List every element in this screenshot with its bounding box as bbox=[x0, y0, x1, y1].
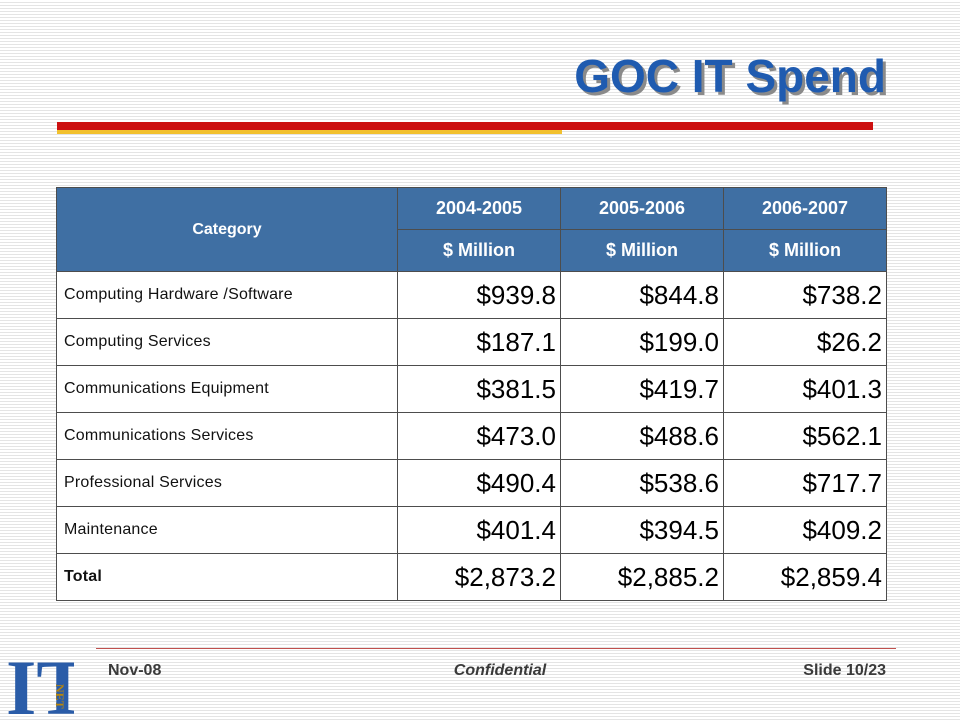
row-category: Communications Services bbox=[56, 412, 398, 460]
row-value: $26.2 bbox=[723, 318, 887, 366]
table-row: Computing Hardware /Software $939.8 $844… bbox=[56, 271, 887, 319]
table-row: Computing Services $187.1 $199.0 $26.2 bbox=[56, 318, 887, 366]
year-header: 2005-2006 bbox=[560, 187, 724, 230]
row-value: $187.1 bbox=[397, 318, 561, 366]
row-value: $939.8 bbox=[397, 271, 561, 319]
row-value: $419.7 bbox=[560, 365, 724, 413]
row-value: $381.5 bbox=[397, 365, 561, 413]
row-value: $538.6 bbox=[560, 459, 724, 507]
table-unit-row: $ Million $ Million $ Million bbox=[57, 229, 887, 272]
row-value: $844.8 bbox=[560, 271, 724, 319]
title-rule-red bbox=[57, 122, 873, 130]
row-category: Total bbox=[56, 553, 398, 601]
table-row-total: Total $2,873.2 $2,885.2 $2,859.4 bbox=[56, 553, 887, 601]
table-row: Communications Services $473.0 $488.6 $5… bbox=[56, 412, 887, 460]
row-value: $490.4 bbox=[397, 459, 561, 507]
row-value: $409.2 bbox=[723, 506, 887, 554]
row-value: $2,873.2 bbox=[397, 553, 561, 601]
itnet-logo: IT NET bbox=[6, 644, 74, 720]
footer-rule bbox=[96, 648, 896, 649]
row-value: $473.0 bbox=[397, 412, 561, 460]
slide-title: GOC IT Spend bbox=[574, 50, 886, 102]
table-row: Maintenance $401.4 $394.5 $409.2 bbox=[56, 506, 887, 554]
year-header: 2006-2007 bbox=[723, 187, 887, 230]
row-value: $2,885.2 bbox=[560, 553, 724, 601]
row-category: Maintenance bbox=[56, 506, 398, 554]
table-row: Professional Services $490.4 $538.6 $717… bbox=[56, 459, 887, 507]
year-header: 2004-2005 bbox=[397, 187, 561, 230]
row-value: $394.5 bbox=[560, 506, 724, 554]
row-value: $562.1 bbox=[723, 412, 887, 460]
row-category: Computing Hardware /Software bbox=[56, 271, 398, 319]
row-value: $401.4 bbox=[397, 506, 561, 554]
row-category: Computing Services bbox=[56, 318, 398, 366]
logo-letters: IT bbox=[6, 644, 74, 720]
table-row: Communications Equipment $381.5 $419.7 $… bbox=[56, 365, 887, 413]
row-value: $488.6 bbox=[560, 412, 724, 460]
row-value: $738.2 bbox=[723, 271, 887, 319]
it-spend-table: Category 2004-2005 2005-2006 2006-2007 $… bbox=[56, 187, 887, 601]
table-header-row: Category 2004-2005 2005-2006 2006-2007 bbox=[56, 187, 887, 272]
logo-sub: NET bbox=[53, 684, 67, 709]
row-value: $717.7 bbox=[723, 459, 887, 507]
row-value: $2,859.4 bbox=[723, 553, 887, 601]
unit-header: $ Million bbox=[560, 229, 724, 272]
row-value: $199.0 bbox=[560, 318, 724, 366]
footer-date: Nov-08 bbox=[108, 662, 162, 679]
row-category: Professional Services bbox=[56, 459, 398, 507]
row-value: $401.3 bbox=[723, 365, 887, 413]
title-rule-yellow bbox=[57, 130, 562, 134]
footer-confidential: Confidential bbox=[453, 662, 547, 679]
unit-header: $ Million bbox=[397, 229, 561, 272]
row-category: Communications Equipment bbox=[56, 365, 398, 413]
unit-header: $ Million bbox=[723, 229, 887, 272]
category-header: Category bbox=[56, 187, 398, 272]
footer-slide-number: Slide 10/23 bbox=[803, 662, 886, 679]
